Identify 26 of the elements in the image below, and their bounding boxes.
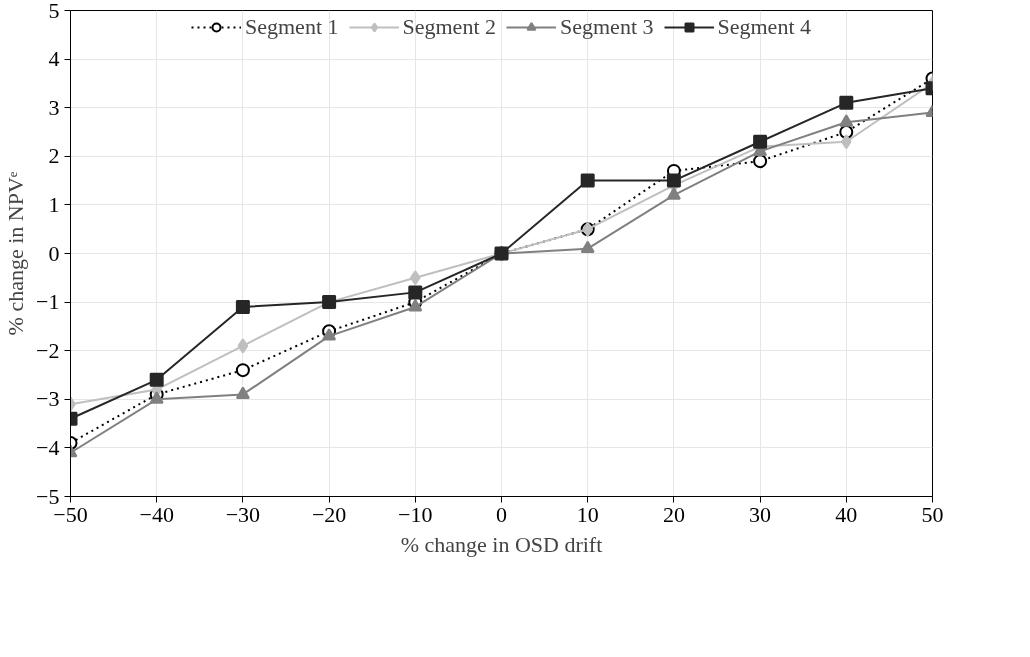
y-tick-label: −1	[36, 289, 60, 315]
y-tick-label: −4	[36, 434, 60, 460]
x-tick-label: 10	[576, 501, 599, 527]
x-tick-label: 50	[921, 501, 944, 527]
y-tick-label: 5	[48, 0, 60, 23]
y-axis-title: % change in NPVᵉ	[3, 171, 29, 336]
x-tick-label: −40	[139, 501, 174, 527]
y-tick-label: 0	[48, 240, 60, 266]
legend-label: Segment 3	[560, 14, 654, 40]
y-tick-label: −2	[36, 337, 60, 363]
x-tick-label: −10	[398, 501, 433, 527]
x-tick-label: 0	[496, 501, 507, 527]
x-tick-label: −20	[311, 501, 347, 527]
legend-label: Segment 4	[717, 14, 811, 40]
x-tick-label: 30	[749, 501, 772, 527]
legend-label: Segment 2	[402, 14, 496, 40]
y-tick-label: −3	[36, 386, 60, 412]
x-tick-label: 20	[662, 501, 685, 527]
x-tick-label: 40	[835, 501, 858, 527]
y-tick-label: 3	[48, 94, 60, 120]
y-tick-label: 2	[48, 143, 60, 169]
y-tick-label: 1	[48, 191, 60, 217]
legend-label: Segment 1	[245, 14, 339, 40]
x-tick-label: −30	[225, 501, 261, 527]
y-tick-label: 4	[48, 46, 60, 72]
x-axis-title: % change in OSD drift	[400, 531, 603, 557]
